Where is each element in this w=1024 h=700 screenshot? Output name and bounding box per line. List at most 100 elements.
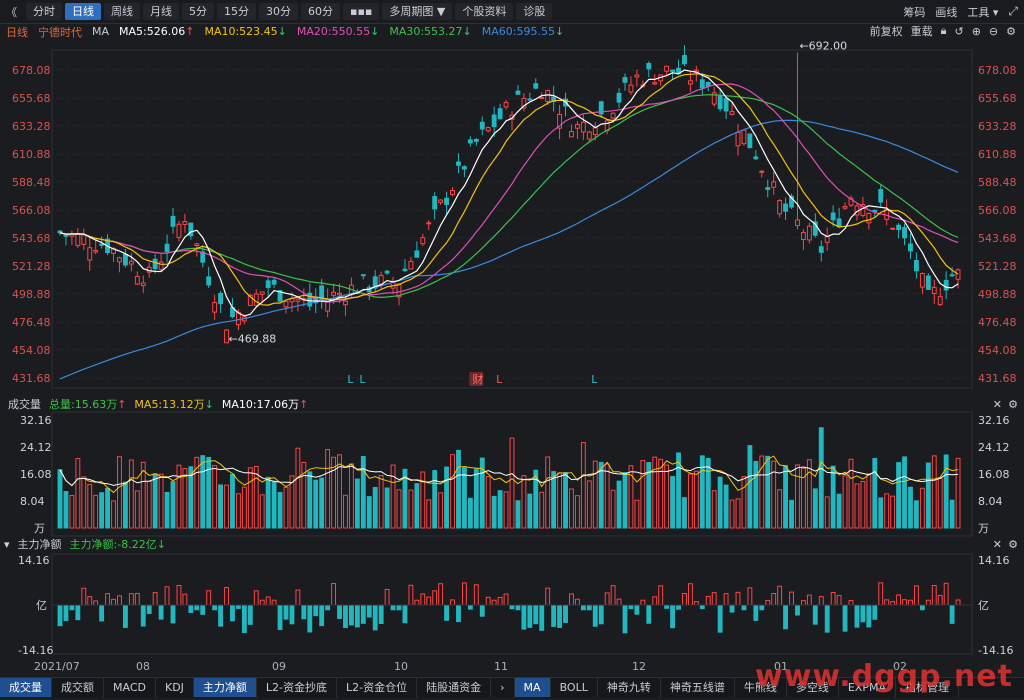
indicator-tab[interactable]: L2-资金抄底 (257, 678, 338, 697)
period-tab[interactable]: 多周期图 ▼ (382, 3, 453, 20)
candle-body (711, 92, 717, 105)
period-tab[interactable]: 5分 (182, 3, 214, 20)
flow-close-icon[interactable]: ✕ (992, 537, 1002, 551)
kline-chart[interactable]: 678.08 678.08 655.68 655.68 633.28 633.28 610.… (0, 40, 1024, 700)
flow-bar (93, 600, 99, 606)
indicator-tab[interactable]: 成交额 (52, 678, 104, 697)
volume-bar (670, 476, 676, 529)
x-axis-label: 12 (632, 660, 646, 673)
volume-bar (818, 427, 824, 529)
candle-body (717, 95, 723, 110)
candle-body (444, 197, 450, 205)
volume-bar (354, 478, 360, 529)
indicator-tab[interactable]: 陆股通资金 (417, 678, 492, 697)
period-tab[interactable]: 分时 (26, 3, 62, 20)
candle-body (224, 329, 229, 344)
volume-ma-line (59, 455, 959, 494)
indicator-tab[interactable]: MACD (104, 678, 156, 697)
volume-bar (473, 468, 479, 529)
adjust-label[interactable]: 前复权 (869, 25, 903, 38)
stock-name[interactable]: 宁德时代 (38, 25, 82, 39)
volume-bar (319, 477, 325, 529)
volume-bar (646, 462, 652, 529)
indicator-tab[interactable]: 多空线 (787, 678, 839, 697)
indicator-tab[interactable]: › (491, 678, 515, 697)
flow-bar (836, 595, 842, 606)
indicator-tab[interactable]: 神奇九转 (598, 678, 661, 697)
candle-body (182, 221, 188, 225)
lock-icon[interactable]: 🔒︎ (940, 24, 947, 37)
volume-bar (640, 460, 646, 529)
flow-bar (503, 593, 509, 606)
toolbar-right-item[interactable]: 画线 (935, 5, 958, 19)
flow-bar (592, 604, 598, 627)
period-tab[interactable]: 日线 (65, 3, 101, 20)
volume-bar (444, 466, 450, 529)
candle-body (515, 90, 521, 95)
flow-bar (396, 604, 402, 611)
flow-bar (128, 593, 134, 606)
y-axis-tick: 633.28 (12, 120, 51, 133)
period-tab[interactable]: 15分 (217, 3, 256, 20)
flow-bar (711, 592, 717, 606)
volume-bar (337, 454, 342, 529)
flow-title[interactable]: 主力净额 (17, 538, 62, 551)
flow-settings-icon[interactable]: ⚙ (1008, 537, 1018, 551)
candle-body (806, 225, 812, 241)
indicator-name[interactable]: MA (92, 25, 110, 38)
volume-bar (63, 491, 69, 529)
candle-body (509, 114, 515, 120)
indicator-tab[interactable]: 主力净额 (193, 678, 257, 697)
undo-icon[interactable]: ↺ (954, 24, 964, 38)
settings-icon[interactable]: ⚙ (1006, 24, 1016, 38)
period-tab[interactable]: 60分 (301, 3, 340, 20)
indicator-tab[interactable]: EXPMA (839, 678, 896, 697)
zoom-in-icon[interactable]: ⊕ (971, 24, 981, 38)
period-tab[interactable]: 诊股 (516, 3, 553, 20)
top-toolbar: 《 分时 日线 周线 月线 5分 15分 30分 60分 ▪▪▪ 多周期图 ▼ 个股资料 诊股 筹码画… (0, 0, 1024, 24)
collapse-icon[interactable]: ▾ (4, 537, 10, 551)
reload-label[interactable]: 重载 (910, 25, 933, 38)
flow-bar (569, 593, 574, 606)
volume-title[interactable]: 成交量 (8, 398, 41, 411)
candle-body (699, 79, 705, 89)
zoom-out-icon[interactable]: ⊖ (988, 24, 999, 38)
period-tab[interactable]: ▪▪▪ (343, 3, 380, 20)
period-tab[interactable]: 周线 (104, 3, 140, 20)
panel-settings-icon[interactable]: ⚙ (1008, 397, 1018, 411)
indicator-tab[interactable]: 指标管理 (896, 678, 959, 697)
indicator-tab[interactable]: 牛熊线 (735, 678, 787, 697)
volume-bar (360, 455, 366, 529)
toolbar-right-item[interactable]: 工具 ▾ (967, 5, 999, 19)
indicator-tab[interactable]: 成交量 (0, 678, 52, 697)
volume-bar (682, 497, 687, 529)
ma-legend-item: MA20:550.55↓ (296, 25, 380, 38)
candle-body (878, 189, 884, 203)
indicator-tab[interactable]: BOLL (551, 678, 598, 697)
candle-body (943, 279, 949, 291)
y-axis-tick: 498.88 (12, 288, 51, 301)
y-axis-tick: 521.28 (12, 260, 51, 273)
candle-body (134, 276, 140, 285)
collapse-left-icon[interactable]: 《 (6, 5, 17, 19)
panel-close-icon[interactable]: ✕ (992, 397, 1002, 411)
indicator-tab[interactable]: L2-资金仓位 (337, 678, 418, 697)
candle-body (687, 80, 693, 85)
flow-bar (81, 587, 87, 606)
candle-body (420, 237, 426, 245)
period-tab[interactable]: 个股资料 (455, 3, 514, 20)
ma-line-ma10 (59, 73, 959, 306)
indicator-tab[interactable]: KDJ (156, 678, 194, 697)
volume-bar (194, 456, 200, 529)
period-tab[interactable]: 30分 (259, 3, 298, 20)
candle-body (628, 84, 634, 93)
period-tab[interactable]: 月线 (143, 3, 179, 20)
volume-bar (735, 498, 741, 529)
indicator-tab[interactable]: MA (514, 678, 551, 697)
fullscreen-icon[interactable]: ⤢ (1008, 4, 1018, 18)
flow-bar (800, 600, 806, 606)
indicator-tab[interactable]: 神奇五线谱 (661, 678, 735, 697)
flow-bar (408, 584, 414, 606)
toolbar-right-item[interactable]: 筹码 (903, 5, 926, 19)
flow-bar (687, 583, 693, 606)
